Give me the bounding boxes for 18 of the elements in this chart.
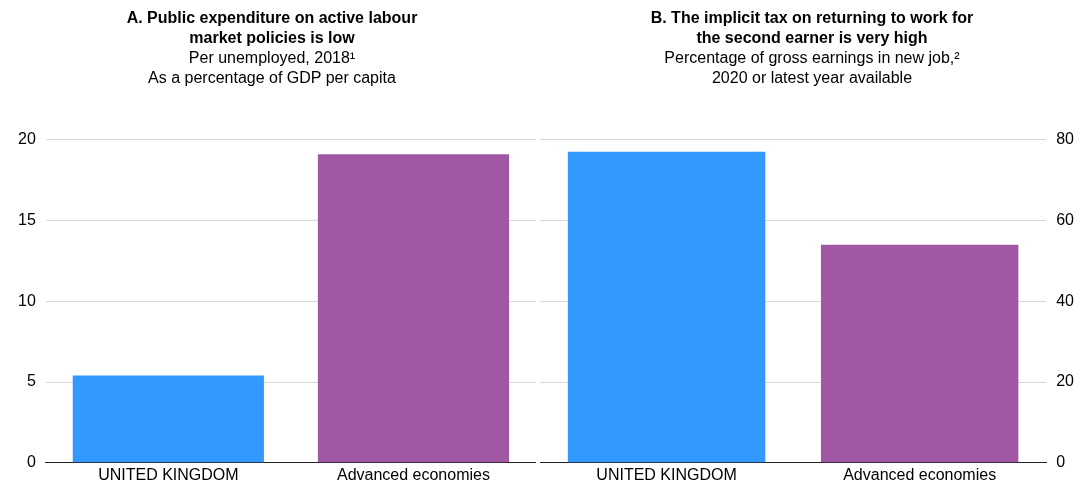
y2-tick-label: 40: [1056, 291, 1075, 309]
y-tick-label: 15: [18, 210, 36, 228]
x-tick-label: UNITED KINGDOM: [596, 465, 737, 483]
y-tick-label: 0: [26, 453, 36, 471]
chart-title: A. Public expenditure on active labour market policies is low: [125, 8, 419, 48]
y-tick-label: 10: [18, 291, 36, 309]
chart-title: B. The implicit tax on returning to work for the second earner is very high: [649, 8, 975, 48]
y-tick-label: 20: [18, 130, 36, 148]
y-tick-label: 5: [26, 372, 36, 390]
y2-tick-label: 60: [1056, 210, 1075, 228]
y2-tick-label: 20: [1056, 372, 1075, 390]
chart-subtitle: Percentage of gross earnings in new job,² 2020 or latest year available: [663, 48, 961, 88]
x-tick-label: UNITED KINGDOM: [98, 465, 239, 483]
x-tick-label: Advanced economies: [336, 465, 490, 483]
y2-tick-label: 80: [1056, 130, 1075, 148]
y2-tick-label: 0: [1056, 453, 1066, 471]
x-tick-label: Advanced economies: [843, 465, 997, 483]
chart-subtitle: Per unemployed, 2018¹ As a percentage of GDP per capita: [147, 48, 397, 88]
